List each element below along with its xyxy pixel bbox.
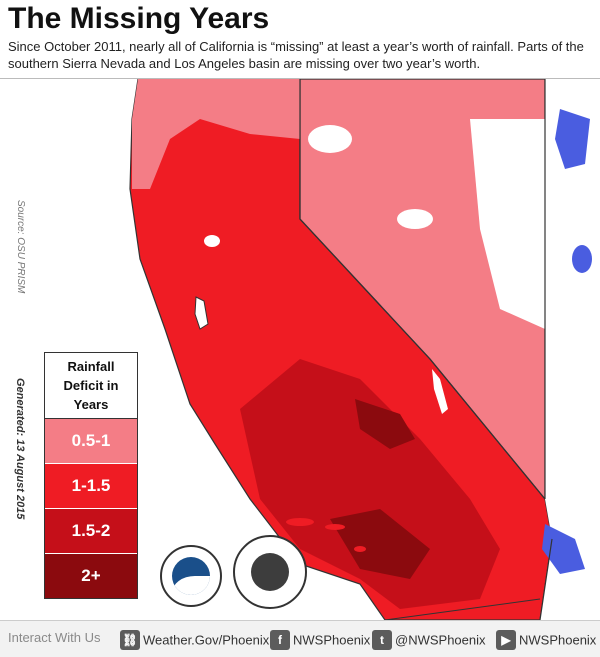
source-label-container: Source: OSU PRISM — [12, 200, 26, 310]
generated-label: Generated: 13 August 2015 — [14, 378, 26, 520]
darkest-red-zone-2 — [330, 509, 430, 579]
nws-logo — [233, 535, 307, 609]
white-streak-sierra — [432, 369, 448, 414]
channel-island-3 — [354, 546, 366, 552]
blue-patch-mid — [572, 245, 592, 273]
noaa-logo — [160, 545, 222, 607]
white-patch-east — [540, 79, 600, 620]
facebook-icon: f — [270, 630, 290, 650]
legend-item-0.5-1: 0.5-1 — [45, 419, 137, 464]
link-icon: ⛓ — [120, 630, 140, 650]
blue-patch-north — [555, 109, 590, 169]
footer-link-facebook[interactable]: f NWSPhoenix — [270, 630, 370, 650]
footer-link-facebook-text: NWSPhoenix — [293, 632, 371, 648]
channel-island-2 — [325, 524, 345, 530]
light-red-north — [132, 79, 300, 189]
footer-link-website-text: Weather.Gov/Phoenix — [143, 632, 270, 648]
channel-island-1 — [286, 518, 314, 526]
legend-item-1-1.5: 1-1.5 — [45, 464, 137, 509]
header: The Missing Years Since October 2011, ne… — [0, 0, 600, 79]
deficit-map — [0, 79, 600, 620]
legend: Rainfall Deficit in Years 0.5-1 1-1.5 1.… — [44, 352, 138, 599]
map-title: The Missing Years — [8, 2, 270, 35]
noaa-emblem — [172, 557, 210, 595]
map-subtitle: Since October 2011, nearly all of Califo… — [8, 39, 584, 71]
footer-link-twitter[interactable]: t @NWSPhoenix — [372, 630, 486, 650]
california-map-svg — [129, 79, 600, 620]
white-patch-nevada-1 — [470, 119, 545, 329]
footer-link-website[interactable]: ⛓ Weather.Gov/Phoenix — [120, 630, 269, 650]
state-boundary — [299, 79, 546, 500]
legend-item-2-plus: 2+ — [45, 554, 137, 598]
footer-link-youtube[interactable]: ▶ NWSPhoenix — [496, 630, 596, 650]
generated-label-container: Generated: 13 August 2015 — [10, 378, 26, 558]
footer-link-youtube-text: NWSPhoenix — [519, 632, 597, 648]
footer-intro: Interact With Us — [8, 630, 101, 645]
source-label: Source: OSU PRISM — [15, 200, 26, 294]
legend-item-1.5-2: 1.5-2 — [45, 509, 137, 554]
state-boundary-east — [539, 79, 553, 620]
white-patch-lake — [204, 235, 220, 247]
noaa-wave — [172, 576, 210, 595]
twitter-icon: t — [372, 630, 392, 650]
dark-red-zone — [240, 359, 500, 609]
white-patch-north — [308, 125, 352, 153]
darkest-red-zone-1 — [355, 399, 415, 449]
footer-link-twitter-text: @NWSPhoenix — [395, 632, 486, 648]
youtube-icon: ▶ — [496, 630, 516, 650]
blue-patch-south — [542, 524, 585, 574]
legend-title: Rainfall Deficit in Years — [45, 353, 137, 419]
white-patch-mid — [397, 209, 433, 229]
mexico-boundary — [384, 598, 541, 620]
sf-bay — [194, 296, 209, 330]
nws-emblem — [251, 553, 289, 591]
